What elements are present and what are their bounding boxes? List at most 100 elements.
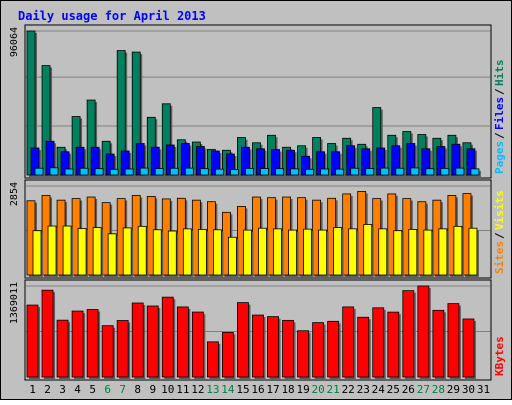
legend-item-hits: Hits [493, 60, 506, 87]
bar-kbytes-1 [26, 304, 39, 378]
x-tick-label-26: 26 [402, 383, 415, 396]
bar-kbytes-7 [116, 320, 129, 378]
bar-pages-23 [365, 168, 375, 176]
bar-pages-22 [350, 167, 360, 176]
bar-kbytes-11 [176, 306, 189, 378]
bar-sites-25 [393, 230, 403, 276]
bar-pages-15 [245, 168, 254, 176]
bar-sites-9 [152, 229, 162, 276]
bar-sites-13 [212, 229, 222, 276]
bar-sites-21 [333, 227, 343, 276]
bar-kbytes-25 [387, 311, 400, 378]
bar-kbytes-29 [447, 303, 460, 378]
legend-visits-sites: Sites / Visits [493, 190, 506, 274]
bar-kbytes-18 [282, 319, 294, 378]
bar-pages-3 [64, 168, 74, 176]
y-max-label: 2854 [9, 182, 20, 206]
x-tick-label-12: 12 [191, 383, 204, 396]
series-files [30, 140, 477, 177]
x-tick-label-31: 31 [477, 383, 490, 396]
bar-kbytes-2 [41, 289, 54, 378]
bar-kbytes-10 [161, 296, 174, 378]
legend-kbytes: KBytes [493, 336, 506, 376]
bar-sites-28 [438, 228, 448, 276]
bar-sites-6 [107, 233, 117, 276]
bar-pages-10 [169, 167, 179, 176]
bar-pages-16 [260, 168, 269, 176]
bar-kbytes-6 [101, 325, 114, 378]
bar-sites-30 [468, 227, 478, 276]
bar-pages-17 [275, 168, 284, 176]
bar-kbytes-3 [56, 319, 69, 378]
bar-sites-16 [258, 227, 267, 276]
x-tick-label-11: 11 [176, 383, 189, 396]
bar-kbytes-20 [312, 322, 325, 378]
x-tick-label-21: 21 [327, 383, 340, 396]
x-tick-label-5: 5 [89, 383, 96, 396]
legend-item-sites: Sites [493, 241, 506, 274]
bar-sites-14 [228, 236, 237, 276]
x-tick-label-19: 19 [296, 383, 309, 396]
bar-kbytes-8 [131, 302, 144, 378]
bar-pages-29 [455, 167, 465, 176]
bar-sites-29 [453, 225, 463, 276]
bar-kbytes-12 [191, 311, 204, 378]
bar-sites-27 [423, 229, 433, 276]
x-tick-label-14: 14 [221, 383, 235, 396]
bar-pages-7 [124, 168, 134, 176]
bar-pages-11 [184, 167, 194, 176]
bar-kbytes-17 [267, 316, 279, 378]
bar-sites-5 [92, 227, 102, 276]
x-tick-label-16: 16 [251, 383, 264, 396]
bar-pages-26 [410, 167, 420, 176]
x-tick-label-6: 6 [104, 383, 111, 396]
bar-pages-19 [305, 168, 314, 176]
bar-sites-10 [167, 230, 177, 276]
series-sites [32, 224, 479, 277]
legend-item-visits: Visits [493, 190, 506, 230]
legend-item-kbytes: KBytes [493, 336, 506, 376]
bar-sites-15 [243, 229, 252, 276]
x-axis-labels: 1 2 3 4 5 6 7 8 9 10 11 12 13 14 15 16 17 18 19 20 21 22 23 24 2… [29, 383, 490, 396]
x-tick-label-7: 7 [119, 383, 126, 396]
bar-pages-30 [470, 168, 480, 176]
bar-pages-9 [154, 168, 164, 176]
bar-kbytes-23 [357, 316, 370, 378]
x-tick-label-2: 2 [44, 383, 51, 396]
series-pages [34, 167, 481, 177]
bar-kbytes-26 [402, 290, 415, 378]
x-tick-label-22: 22 [342, 383, 355, 396]
bar-pages-14 [230, 169, 239, 176]
bar-kbytes-14 [222, 332, 234, 378]
bar-sites-11 [182, 228, 192, 276]
x-tick-label-28: 28 [432, 383, 445, 396]
bar-sites-18 [288, 229, 297, 276]
bar-pages-25 [395, 167, 405, 176]
bar-pages-12 [199, 168, 209, 176]
x-tick-label-1: 1 [29, 383, 36, 396]
bar-pages-5 [94, 168, 104, 176]
bar-kbytes-4 [71, 310, 84, 378]
bar-pages-20 [320, 168, 330, 176]
bar-sites-3 [62, 225, 72, 276]
bar-sites-24 [378, 228, 388, 276]
bar-sites-19 [303, 228, 312, 276]
bar-sites-1 [32, 230, 42, 276]
bar-kbytes-21 [327, 320, 340, 378]
bar-pages-18 [290, 168, 299, 176]
bar-pages-24 [380, 167, 390, 176]
bar-sites-17 [273, 228, 282, 276]
y-max-label: 96064 [9, 27, 20, 57]
bar-kbytes-5 [86, 309, 99, 378]
bar-sites-7 [122, 227, 132, 276]
x-tick-label-9: 9 [149, 383, 156, 396]
panels-layer: 96064Pages/Files/Hits2854Sites/Visits136… [9, 24, 506, 381]
bar-kbytes-13 [206, 341, 219, 378]
bar-kbytes-24 [372, 307, 385, 378]
x-tick-label-18: 18 [281, 383, 294, 396]
bar-kbytes-19 [297, 330, 309, 378]
bar-pages-8 [139, 167, 149, 176]
bar-sites-8 [137, 225, 147, 276]
